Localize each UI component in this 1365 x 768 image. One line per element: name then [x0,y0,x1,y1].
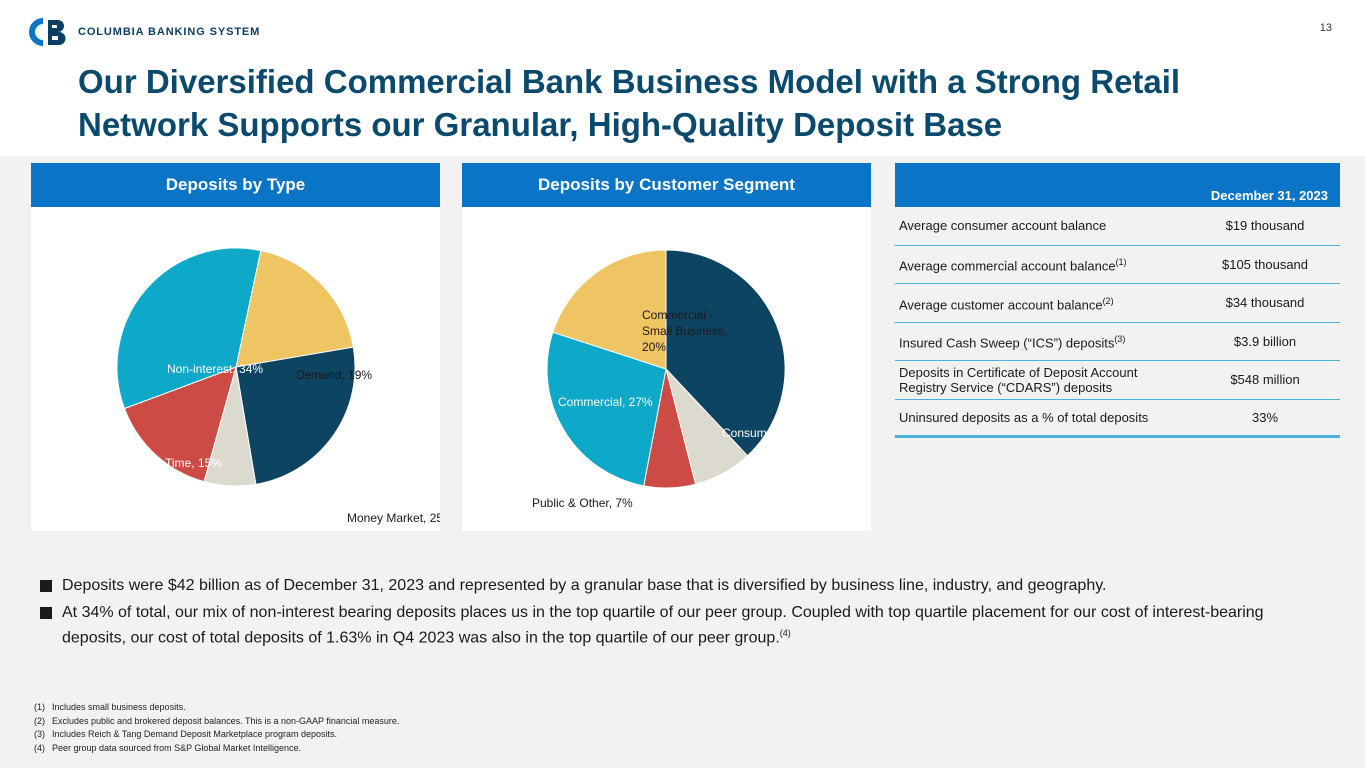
slice-label: Money Market, 25% [347,511,440,525]
slide-header: COLUMBIA BANKING SYSTEM 13 Our Diversifi… [0,0,1365,156]
footnote-ref: (1) [1115,257,1127,268]
deposits-by-segment-panel: Deposits by Customer Segment Consumer, 3… [462,163,871,531]
table-row: Insured Cash Sweep (“ICS”) deposits(3) $… [895,323,1340,361]
row-value: $19 thousand [1225,218,1305,234]
footnote: (4) Peer group data sourced from S&P Glob… [34,742,301,753]
table-header-date: December 31, 2023 [1210,188,1328,203]
logo-text: COLUMBIA BANKING SYSTEM [78,26,261,38]
cb-logo-icon [29,18,66,46]
deposit-metrics-table: December 31, 2023 Average consumer accou… [895,163,1340,438]
pie-slice [235,250,354,368]
row-label: Average customer account balance(2) [899,295,1114,312]
bullet-text: Deposits were $42 billion as of December… [62,577,1107,594]
table-row: Average customer account balance(2) $34 … [895,284,1340,323]
footnote-ref: (4) [779,628,791,638]
bullet-item: Deposits were $42 billion as of December… [40,575,1330,596]
row-label: Average commercial account balance(1) [899,257,1127,274]
footnote-ref: (3) [1114,334,1126,345]
table-header: December 31, 2023 [895,163,1340,207]
square-bullet-icon [40,607,52,619]
page-title: Our Diversified Commercial Bank Business… [78,63,1181,143]
row-label: Average consumer account balance [899,218,1107,234]
row-value: 33% [1251,409,1279,425]
footnote: (2) Excludes public and brokered deposit … [34,715,400,726]
pie-slice [552,249,667,370]
slice-label: Non-interest, 34% [167,362,263,376]
footnotes: (1) Includes small business deposits. (2)… [34,701,399,755]
row-value: $548 million [1230,372,1300,388]
deposits-by-type-panel: Deposits by Type Demand, 19% Money Market… [31,163,440,531]
row-value: $3.9 billion [1233,333,1297,349]
slice-label: Public & Other, 7% [532,496,633,510]
row-label: Uninsured deposits as a % of total depos… [899,409,1149,425]
pie-slice [123,366,237,483]
table-row: Average consumer account balance $19 tho… [895,207,1340,246]
pie-slice [665,249,786,457]
footnote: (3) Includes Reich & Tang Demand Deposit … [34,729,337,739]
row-label: Deposits in Certificate of Deposit Accou… [899,364,1138,395]
deposits-by-segment-header: Deposits by Customer Segment [462,163,871,207]
pie-slice [235,346,356,485]
footnote: (1) Includes small business deposits. [34,702,186,712]
table-row: Deposits in Certificate of Deposit Accou… [895,361,1340,400]
deposits-by-segment-chart: Consumer, 38%Brokered, 8%Public & Other,… [532,249,808,510]
bullet-item: At 34% of total, our mix of non-interest… [40,602,1330,648]
deposits-by-type-header: Deposits by Type [31,163,440,207]
row-value: $34 thousand [1225,295,1305,311]
row-label: Insured Cash Sweep (“ICS”) deposits(3) [899,334,1126,351]
pie-slice [546,331,667,487]
deposits-by-type-chart: Demand, 19%Money Market, 25%Savings, 7%T… [116,247,440,525]
slice-label: Commercial, 27% [558,395,653,409]
slice-label: Demand, 19% [296,368,372,382]
pie-slice [116,247,262,410]
slice-label: Consumer, 38% [722,426,808,440]
page-number: 13 [1319,22,1332,34]
footnote-ref: (2) [1102,295,1114,306]
company-logo: COLUMBIA BANKING SYSTEM [26,17,260,47]
slice-label: Commercial -Small Business, 20% [642,308,727,354]
row-value: $105 thousand [1221,256,1309,272]
square-bullet-icon [40,580,52,592]
bullet-list: Deposits were $42 billion as of December… [40,575,1330,654]
table-row: Average commercial account balance(1) $1… [895,246,1340,284]
bullet-text: At 34% of total, our mix of non-interest… [62,604,1264,647]
table-row: Uninsured deposits as a % of total depos… [895,400,1340,438]
slice-label: Time, 15% [165,456,222,470]
